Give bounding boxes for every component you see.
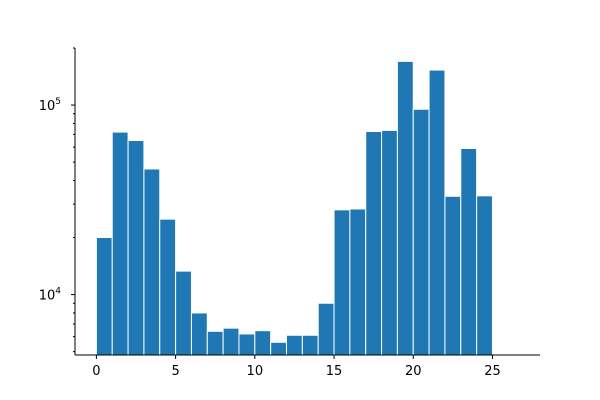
bar-bin-7 [206, 330, 224, 356]
bar-bin-11 [270, 341, 288, 356]
x-tick-label-15: 15 [326, 364, 343, 379]
bar-bin-18 [381, 129, 398, 356]
bar-bin-10 [254, 330, 272, 356]
bar-bin-8 [222, 327, 240, 356]
bar-bin-22 [444, 195, 462, 356]
y-axis-ticks: 104 105 [39, 97, 75, 304]
bar-bin-24 [476, 195, 493, 356]
x-tick-label-10: 10 [247, 364, 264, 379]
bar-bin-19 [396, 60, 414, 356]
bar-bin-0 [95, 237, 113, 356]
x-tick-label-25: 25 [484, 364, 501, 379]
x-tick-label-0: 0 [92, 364, 100, 379]
x-axis-ticks: 0 5 10 15 20 25 [92, 355, 501, 379]
bar-bin-4 [159, 218, 177, 356]
bar-bin-13 [301, 334, 319, 356]
bar-bin-3 [143, 168, 161, 356]
bar-bin-15 [333, 209, 351, 356]
bar-bin-14 [317, 302, 335, 356]
bars-group [95, 60, 493, 356]
y-tick-label-10000: 104 [39, 287, 62, 304]
bar-bin-5 [175, 270, 192, 356]
y-tick-label-100000: 105 [39, 97, 61, 114]
bar-bin-1 [111, 131, 129, 356]
bar-bin-21 [428, 69, 446, 356]
bar-bin-6 [190, 312, 208, 356]
bar-bin-2 [127, 140, 145, 356]
bar-bin-16 [349, 208, 367, 356]
bar-bin-23 [460, 147, 478, 356]
bar-bin-12 [286, 334, 303, 356]
bar-bin-20 [412, 108, 430, 356]
x-tick-label-5: 5 [171, 364, 179, 379]
bar-bin-9 [238, 333, 256, 356]
y-axis-minor-ticks [73, 47, 75, 353]
x-tick-label-20: 20 [405, 364, 422, 379]
bar-bin-17 [365, 131, 383, 356]
